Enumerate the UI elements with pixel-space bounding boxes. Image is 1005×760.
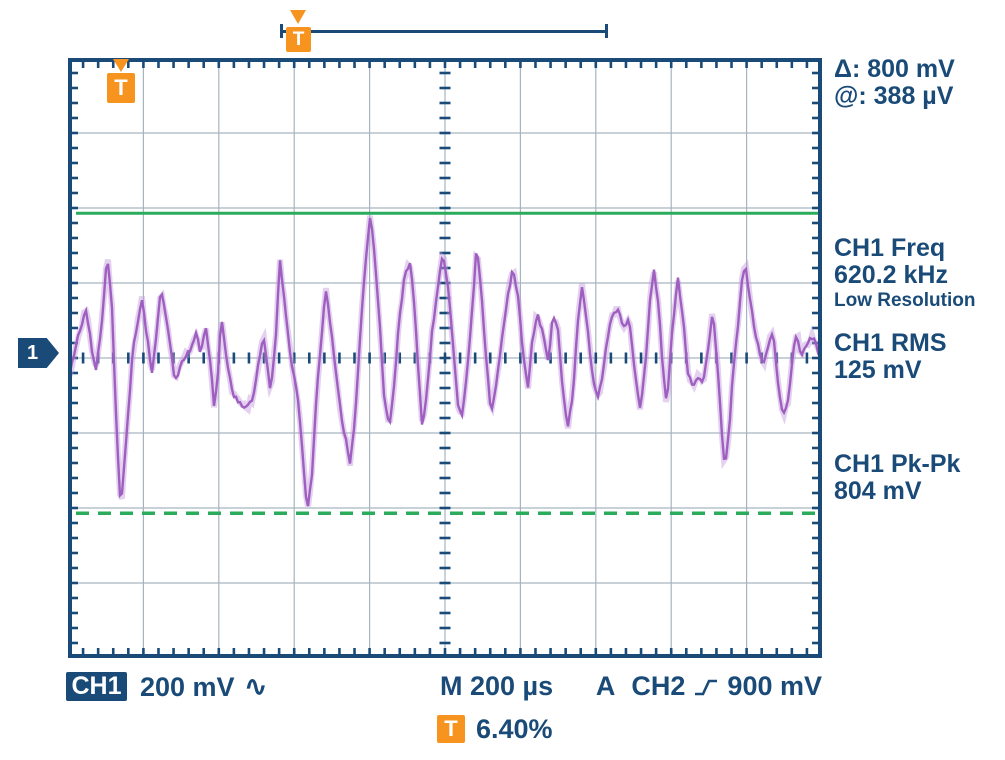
record-bar-left-cap: [280, 24, 283, 38]
channel1-reference-label: 1: [26, 341, 39, 364]
trigger-position-badge: T: [107, 73, 135, 103]
trigger-readout: A CH2 900 mV: [596, 671, 822, 701]
trigger-source: CH2: [631, 671, 686, 701]
channel1-scale-value: 200 mV: [140, 672, 235, 702]
measurement-freq: CH1 Freq 620.2 kHz Low Resolution: [834, 235, 1004, 312]
ac-coupling-icon: ∿: [243, 669, 268, 703]
measurement-pkpk-value: 804 mV: [834, 477, 922, 505]
measurement-freq-title: CH1 Freq: [834, 234, 946, 262]
cursor-lines: [76, 211, 818, 515]
trigger-level: 900 mV: [727, 671, 822, 701]
record-trigger-arrow-icon: [290, 10, 306, 24]
channel1-badge-label: CH1: [71, 672, 122, 700]
trigger-position-percent: 6.40%: [476, 714, 553, 744]
measurement-rms: CH1 RMS 125 mV: [834, 330, 1004, 384]
rising-edge-icon: [695, 679, 718, 696]
cursor-readout: Δ: 800 mV @: 388 µV: [834, 56, 1004, 110]
record-trigger-badge: T: [286, 27, 311, 52]
trigger-holdoff-badge-label: T: [444, 716, 458, 741]
record-bar-right-cap: [605, 24, 608, 38]
graticule-border: [68, 58, 822, 658]
measurement-pkpk: CH1 Pk-Pk 804 mV: [834, 451, 1004, 505]
channel1-badge: CH1: [66, 672, 127, 701]
channel1-scale: 200 mV ∿: [140, 669, 268, 703]
timebase-readout: M 200 µs: [440, 671, 554, 701]
cursor-delta-value: Δ: 800 mV: [834, 55, 955, 83]
record-trigger-label: T: [292, 28, 305, 50]
measurement-freq-value: 620.2 kHz: [834, 261, 948, 289]
trigger-position-label: T: [114, 75, 128, 100]
trigger-holdoff-badge: T: [437, 715, 465, 743]
measurement-freq-note: Low Resolution: [834, 290, 976, 311]
measurement-rms-value: 125 mV: [834, 356, 922, 384]
measurement-rms-title: CH1 RMS: [834, 329, 947, 357]
record-bar-line: [281, 30, 608, 33]
trigger-mode: A: [595, 671, 616, 701]
measurement-pkpk-title: CH1 Pk-Pk: [834, 450, 961, 478]
trigger-position-arrow-icon: [113, 59, 129, 72]
waveform-trace: [68, 215, 822, 507]
cursor-at-value: @: 388 µV: [834, 82, 954, 110]
